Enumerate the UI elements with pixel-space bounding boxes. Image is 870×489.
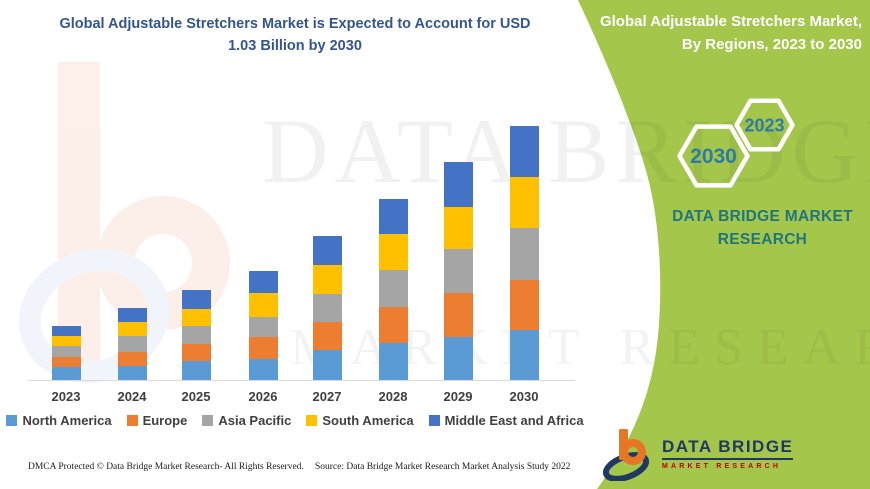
- logo-text-block: DATA BRIDGE MARKET RESEARCH: [662, 437, 794, 470]
- segment-europe-2027: [312, 321, 342, 350]
- dmca-notice: DMCA Protected © Data Bridge Market Rese…: [28, 462, 304, 472]
- x-axis-label-2025: 2025: [181, 389, 211, 404]
- hexagon-2030: 2030: [677, 124, 750, 188]
- segment-asia-pacific-2027: [312, 293, 342, 322]
- segment-south-america-2030: [509, 177, 539, 229]
- segment-europe-2023: [51, 356, 81, 367]
- segment-asia-pacific-2026: [248, 316, 278, 337]
- segment-middle-east-and-africa-2029: [443, 161, 473, 207]
- x-axis-label-2027: 2027: [312, 389, 342, 404]
- legend-item-south-america: South America: [306, 413, 414, 428]
- legend-label-south-america: South America: [322, 413, 414, 428]
- segment-north-america-2026: [248, 359, 278, 380]
- segment-south-america-2025: [181, 308, 211, 327]
- bar-2025: [181, 289, 211, 380]
- segment-asia-pacific-2023: [51, 345, 81, 357]
- segment-middle-east-and-africa-2026: [248, 270, 278, 293]
- legend-swatch-middle-east-and-africa: [428, 415, 440, 426]
- segment-asia-pacific-2025: [181, 326, 211, 345]
- bar-2028: [378, 198, 408, 380]
- segment-middle-east-and-africa-2023: [51, 325, 81, 337]
- segment-south-america-2026: [248, 292, 278, 317]
- segment-middle-east-and-africa-2030: [509, 126, 539, 178]
- bar-2024: [117, 307, 147, 380]
- bar-2026: [248, 270, 278, 380]
- bar-2023: [51, 325, 81, 380]
- bar-2029: [443, 161, 473, 380]
- x-axis-label-2030: 2030: [509, 389, 539, 404]
- legend-swatch-south-america: [306, 415, 318, 426]
- data-bridge-logo: DATA BRIDGE MARKET RESEARCH: [602, 425, 794, 481]
- segment-asia-pacific-2028: [378, 269, 408, 308]
- x-axis-label-2024: 2024: [117, 389, 147, 404]
- legend-item-middle-east-and-africa: Middle East and Africa: [428, 413, 584, 428]
- segment-middle-east-and-africa-2025: [181, 289, 211, 309]
- segment-europe-2026: [248, 336, 278, 360]
- segment-asia-pacific-2029: [443, 248, 473, 294]
- legend-item-north-america: North America: [6, 413, 112, 428]
- segment-south-america-2024: [117, 321, 147, 336]
- segment-north-america-2029: [443, 336, 473, 380]
- stacked-bar-chart: 2023 2024 2025 2026 2027 2028 2029 2030: [28, 126, 575, 404]
- data-bridge-b-icon: [602, 429, 650, 481]
- hexagon-year-2030: 2030: [690, 145, 737, 168]
- x-axis-label-2028: 2028: [378, 389, 408, 404]
- segment-south-america-2028: [378, 233, 408, 270]
- hexagon-2023: 2023: [734, 98, 795, 152]
- logo-title: DATA BRIDGE: [662, 437, 794, 460]
- segment-asia-pacific-2024: [117, 335, 147, 352]
- segment-north-america-2025: [181, 361, 211, 380]
- source-note: Source: Data Bridge Market Research Mark…: [315, 462, 571, 472]
- segment-europe-2025: [181, 344, 211, 362]
- segment-north-america-2027: [312, 349, 342, 380]
- segment-north-america-2028: [378, 343, 408, 380]
- x-axis-label-2023: 2023: [51, 389, 81, 404]
- segment-south-america-2029: [443, 206, 473, 249]
- segment-south-america-2023: [51, 336, 81, 346]
- legend-label-middle-east-and-africa: Middle East and Africa: [444, 413, 584, 428]
- logo-subtitle: MARKET RESEARCH: [662, 462, 782, 470]
- segment-north-america-2024: [117, 365, 147, 380]
- legend-label-europe: Europe: [142, 413, 188, 428]
- chart-legend: North America Europe Asia Pacific South Ame…: [6, 413, 584, 428]
- legend-label-asia-pacific: Asia Pacific: [218, 413, 292, 428]
- hexagon-year-2023: 2023: [744, 116, 784, 136]
- bar-2030: [509, 126, 539, 380]
- segment-middle-east-and-africa-2028: [378, 198, 408, 234]
- segment-europe-2024: [117, 351, 147, 366]
- year-hexagons: 2030 2023: [677, 98, 795, 188]
- x-axis-label-2029: 2029: [443, 389, 473, 404]
- segment-europe-2028: [378, 307, 408, 344]
- segment-europe-2030: [509, 279, 539, 330]
- segment-north-america-2023: [51, 366, 81, 380]
- x-axis-line: [28, 380, 575, 381]
- panel-title: Global Adjustable Stretchers Market, By …: [599, 13, 862, 54]
- chart-title: Global Adjustable Stretchers Market is E…: [59, 16, 531, 54]
- segment-asia-pacific-2030: [509, 228, 539, 280]
- legend-item-asia-pacific: Asia Pacific: [202, 413, 291, 428]
- segment-south-america-2027: [312, 264, 342, 294]
- bar-2027: [312, 235, 342, 380]
- segment-europe-2029: [443, 293, 473, 337]
- legend-swatch-asia-pacific: [202, 415, 214, 426]
- brand-name-text: DATA BRIDGE MARKET RESEARCH: [672, 208, 853, 249]
- x-axis-label-2026: 2026: [248, 389, 278, 404]
- legend-item-europe: Europe: [126, 413, 188, 428]
- segment-middle-east-and-africa-2027: [312, 235, 342, 265]
- legend-label-north-america: North America: [22, 413, 112, 428]
- segment-middle-east-and-africa-2024: [117, 307, 147, 322]
- legend-swatch-north-america: [6, 415, 18, 426]
- legend-swatch-europe: [126, 415, 138, 426]
- segment-north-america-2030: [509, 329, 539, 380]
